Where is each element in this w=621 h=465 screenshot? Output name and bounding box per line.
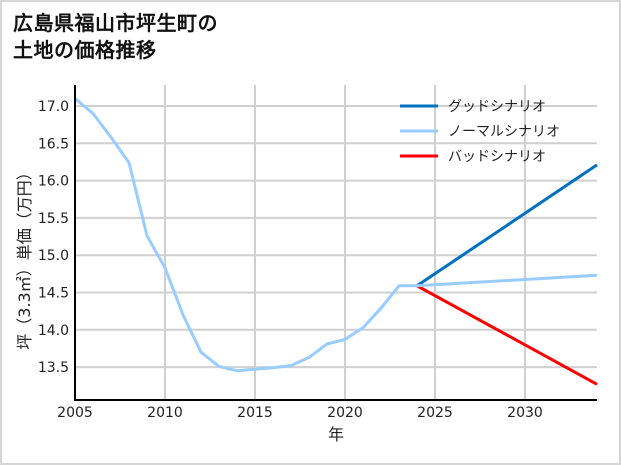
y-tick-label: 16.0	[38, 174, 69, 190]
series-line-1	[74, 97, 598, 373]
legend-label: バッドシナリオ	[448, 149, 546, 165]
y-tick-label: 17.0	[38, 99, 69, 115]
legend-label: ノーマルシナリオ	[448, 124, 560, 140]
gridlines	[75, 85, 597, 400]
series-line-0	[416, 163, 598, 288]
chart-title-line1: 広島県福山市坪生町の	[13, 11, 218, 35]
y-tick-label: 14.0	[38, 323, 69, 339]
x-tick-label: 2010	[147, 405, 183, 421]
y-tick-label: 15.5	[38, 211, 69, 227]
y-tick-label: 16.5	[38, 136, 69, 152]
x-tick-label: 2020	[327, 405, 363, 421]
axes	[74, 85, 597, 401]
x-tick-label: 2030	[507, 405, 543, 421]
series-lines	[74, 97, 598, 386]
y-tick-label: 15.0	[38, 248, 69, 264]
chart-title-line2: 土地の価格推移	[13, 38, 157, 62]
chart-title: 広島県福山市坪生町の 土地の価格推移	[13, 10, 218, 64]
x-tick-label: 2005	[57, 405, 93, 421]
x-axis-ticks: 2005 2010 2015 2020 2025 2030	[57, 405, 543, 421]
y-axis-ticks: 13.5 14.0 14.5 15.0 15.5 16.0 16.5 17.0	[38, 99, 69, 376]
x-axis-label: 年	[328, 425, 344, 444]
legend-label: グッドシナリオ	[448, 99, 546, 115]
series-line-2	[416, 284, 598, 386]
y-tick-label: 14.5	[38, 286, 69, 302]
y-axis-label: 坪（3.3㎡）単価（万円）	[15, 164, 34, 349]
x-tick-label: 2015	[237, 405, 273, 421]
y-tick-label: 13.5	[38, 360, 69, 376]
x-tick-label: 2025	[417, 405, 453, 421]
